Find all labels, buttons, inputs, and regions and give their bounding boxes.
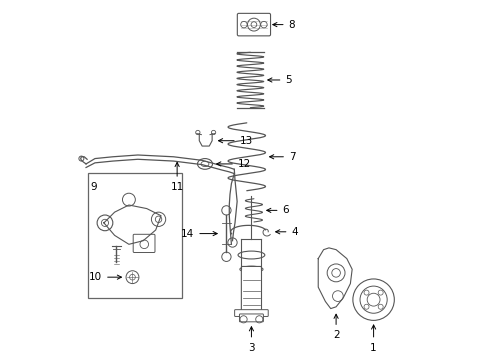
FancyBboxPatch shape [235, 310, 268, 316]
Text: 13: 13 [219, 136, 253, 146]
FancyBboxPatch shape [133, 234, 155, 252]
Text: 1: 1 [370, 325, 377, 352]
Text: 14: 14 [181, 229, 217, 239]
Text: 10: 10 [89, 272, 122, 282]
Text: 8: 8 [273, 19, 295, 30]
Text: 7: 7 [270, 152, 295, 162]
Text: 4: 4 [276, 227, 298, 237]
Text: 12: 12 [217, 159, 251, 169]
Text: 6: 6 [267, 205, 289, 215]
Text: 3: 3 [248, 327, 255, 352]
Text: 2: 2 [333, 314, 340, 340]
Text: 11: 11 [171, 162, 184, 192]
Bar [88, 173, 182, 298]
Text: 5: 5 [268, 75, 292, 85]
FancyBboxPatch shape [237, 13, 270, 36]
Text: 9: 9 [91, 182, 98, 192]
FancyBboxPatch shape [240, 314, 264, 322]
FancyBboxPatch shape [242, 266, 262, 313]
